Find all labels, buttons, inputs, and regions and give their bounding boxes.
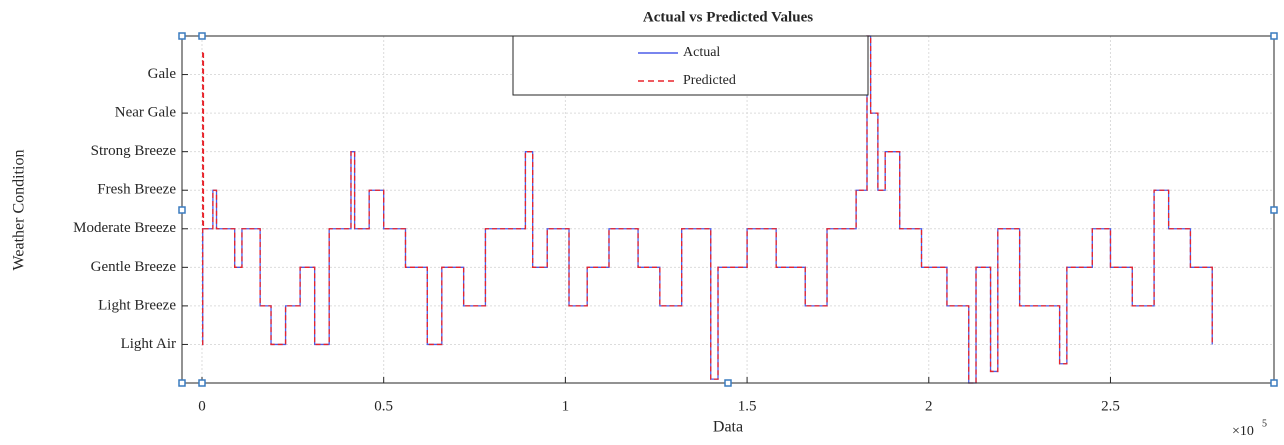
y-axis-label: Weather Condition — [11, 150, 28, 271]
x-exponent-power: 5 — [1262, 418, 1267, 429]
handle — [198, 32, 206, 40]
legend: Actual Predicted — [512, 35, 869, 96]
y-tick-label: Gentle Breeze — [91, 259, 177, 275]
handle — [178, 32, 186, 40]
x-tick-label: 1.5 — [738, 398, 757, 414]
y-tick-label: Moderate Breeze — [73, 220, 176, 236]
x-exponent-base: ×10 — [1232, 424, 1254, 439]
y-tick-label: Light Breeze — [98, 297, 176, 313]
x-axis-label: Data — [713, 419, 743, 436]
handle — [1270, 32, 1278, 40]
chart-title: Actual vs Predicted Values — [643, 9, 813, 25]
handle — [198, 379, 206, 387]
handle — [178, 206, 186, 214]
handle — [178, 379, 186, 387]
selection-handles — [178, 32, 1278, 387]
series-line — [201, 35, 1213, 384]
y-tick-label: Strong Breeze — [91, 143, 177, 159]
y-tick-label: Near Gale — [115, 105, 177, 121]
y-tick-label: Light Air — [121, 336, 176, 352]
y-tick-label: Gale — [148, 66, 177, 82]
x-tick-label: 0 — [198, 398, 206, 414]
legend-label: Actual — [683, 45, 720, 60]
legend-label: Predicted — [683, 73, 736, 88]
y-tick-label: Fresh Breeze — [97, 182, 176, 198]
x-tick-label: 2 — [925, 398, 933, 414]
x-tick-label: 2.5 — [1101, 398, 1120, 414]
tick-layer: 0 0.5 1 1.5 2 2.5 Light Air Light Breeze Gentle … — [73, 66, 1120, 414]
handle — [1270, 206, 1278, 214]
handle — [1270, 379, 1278, 387]
x-tick-label: 0.5 — [374, 398, 393, 414]
line-layer — [201, 35, 1213, 384]
legend-box — [512, 35, 869, 96]
x-tick-label: 1 — [562, 398, 570, 414]
handle — [724, 379, 732, 387]
